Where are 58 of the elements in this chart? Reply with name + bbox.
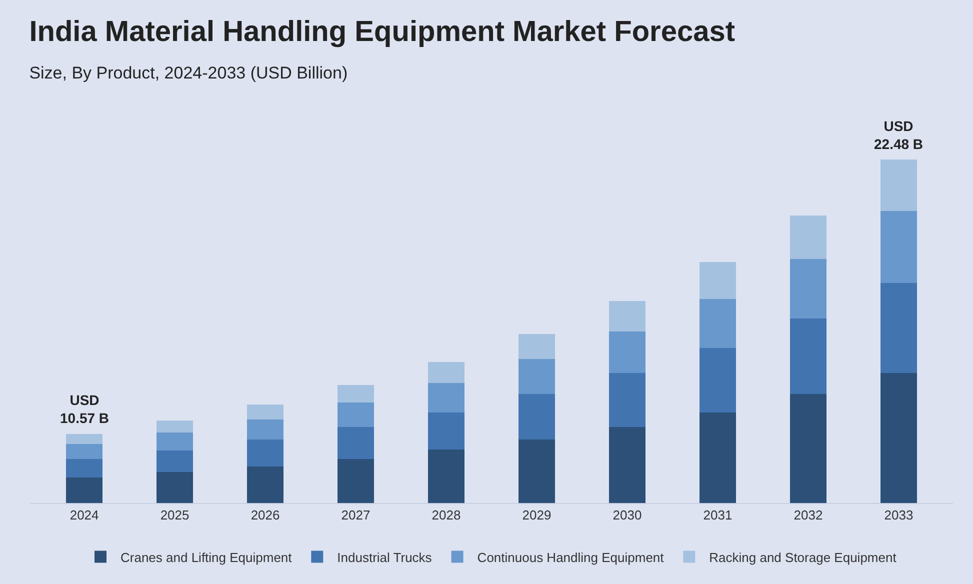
bar (66, 459, 102, 478)
bar (156, 420, 193, 433)
bar (880, 210, 917, 283)
bar (156, 450, 193, 472)
bar (156, 432, 193, 450)
x-tick-label: 2030 (612, 508, 642, 523)
legend-label: Racking and Storage Equipment (709, 550, 897, 565)
bar (700, 412, 736, 503)
bar (880, 160, 917, 211)
legend-label: Industrial Trucks (337, 550, 432, 565)
x-tick-label: 2032 (794, 508, 823, 523)
bar (700, 262, 736, 300)
bar (428, 412, 464, 450)
bar (338, 384, 374, 403)
legend-label: Cranes and Lifting Equipment (120, 550, 292, 565)
bar (700, 299, 736, 348)
bar (518, 439, 555, 503)
bar (66, 478, 102, 503)
bar (66, 434, 102, 444)
bar (338, 402, 374, 428)
x-tick-label: 2033 (884, 508, 914, 523)
bar (247, 420, 284, 440)
x-tick-label: 2029 (522, 508, 552, 523)
bar (790, 259, 826, 318)
bar (428, 362, 464, 383)
bar (609, 332, 646, 373)
bar (518, 359, 555, 394)
bar (880, 372, 917, 503)
x-tick-label: 2027 (341, 508, 370, 523)
bar (247, 466, 284, 503)
chart-subtitle: Size, By Product, 2024-2033 (USD Billion) (29, 64, 348, 83)
bar (790, 394, 826, 503)
x-tick-label: 2028 (432, 508, 461, 523)
bar (609, 427, 646, 503)
bar (428, 449, 464, 503)
bar (66, 444, 102, 460)
x-tick-label: 2024 (70, 508, 99, 523)
bar (428, 382, 464, 412)
bar (156, 472, 193, 503)
bar (609, 372, 646, 428)
bar (338, 427, 374, 460)
legend-label: Continuous Handling Equipment (477, 550, 664, 565)
bar (247, 404, 284, 420)
chart-title: India Material Handling Equipment Market Forecast (29, 16, 736, 48)
bar (880, 282, 917, 373)
bar (518, 394, 555, 440)
bar (518, 334, 555, 360)
x-tick-label: 2025 (160, 508, 190, 523)
x-tick-label: 2026 (250, 508, 280, 523)
bar (338, 459, 374, 503)
total-label: USD 22.48 B (874, 118, 924, 152)
bar (700, 348, 736, 413)
total-label: USD 10.57 B (60, 392, 110, 426)
bar (609, 301, 646, 332)
bar (790, 318, 826, 394)
bar (247, 439, 284, 467)
x-tick-label: 2031 (703, 508, 732, 523)
bar (790, 216, 826, 260)
